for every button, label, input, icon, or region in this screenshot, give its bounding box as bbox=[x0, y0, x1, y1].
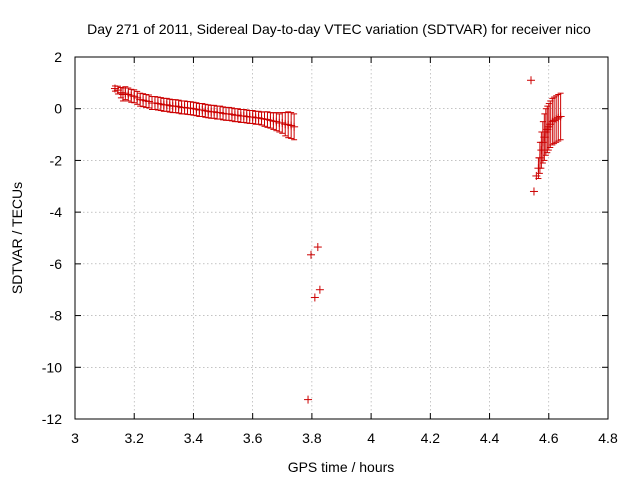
data-point bbox=[116, 87, 125, 99]
data-point bbox=[550, 96, 559, 145]
x-tick-label: 4.2 bbox=[421, 430, 441, 446]
data-point bbox=[171, 99, 180, 114]
data-point bbox=[189, 101, 198, 116]
y-axis-label: SDTVAR / TECUs bbox=[9, 182, 25, 294]
x-tick-label: 4.6 bbox=[539, 430, 559, 446]
y-tick-label: -10 bbox=[42, 359, 62, 375]
data-point bbox=[310, 293, 319, 302]
axis-ticks bbox=[74, 56, 609, 420]
y-tick-label: -2 bbox=[50, 152, 63, 168]
data-point bbox=[315, 285, 324, 294]
data-point bbox=[239, 108, 248, 123]
data-point bbox=[529, 187, 538, 196]
y-tick-label: -8 bbox=[50, 308, 63, 324]
x-tick-label: 3.4 bbox=[184, 430, 204, 446]
data-point bbox=[307, 250, 316, 259]
grid bbox=[75, 57, 608, 419]
data-point bbox=[313, 243, 322, 252]
chart-title: Day 271 of 2011, Sidereal Day-to-day VTE… bbox=[87, 21, 591, 37]
y-tick-label: -12 bbox=[42, 411, 62, 427]
y-tick-label: -4 bbox=[50, 204, 63, 220]
data-point bbox=[304, 395, 313, 404]
x-tick-label: 4.8 bbox=[598, 430, 618, 446]
y-tick-label: 0 bbox=[54, 101, 62, 117]
data-point bbox=[556, 92, 565, 141]
x-axis-label: GPS time / hours bbox=[288, 459, 395, 475]
data-point bbox=[552, 95, 561, 143]
x-tick-label: 4 bbox=[367, 430, 375, 446]
data-point bbox=[527, 76, 536, 85]
x-tick-label: 3.2 bbox=[124, 430, 144, 446]
y-axis-tick-labels: 2 0 -2 -4 -6 -8 -10 -12 bbox=[42, 49, 62, 427]
data-point bbox=[290, 113, 299, 141]
series-sdtvar bbox=[110, 76, 565, 404]
x-axis-tick-labels: 3 3.2 3.4 3.6 3.8 4 4.2 4.4 4.6 4.8 bbox=[71, 430, 618, 446]
y-tick-label: -6 bbox=[50, 256, 63, 272]
data-point bbox=[216, 105, 225, 120]
data-point bbox=[548, 97, 557, 146]
plot-area-border bbox=[74, 56, 609, 420]
x-tick-label: 3.8 bbox=[302, 430, 322, 446]
data-point bbox=[272, 112, 281, 132]
x-tick-label: 4.4 bbox=[480, 430, 500, 446]
y-tick-label: 2 bbox=[54, 49, 62, 65]
data-point bbox=[254, 110, 263, 125]
x-tick-label: 3.6 bbox=[243, 430, 263, 446]
data-point bbox=[248, 110, 257, 124]
x-tick-label: 3 bbox=[71, 430, 79, 446]
